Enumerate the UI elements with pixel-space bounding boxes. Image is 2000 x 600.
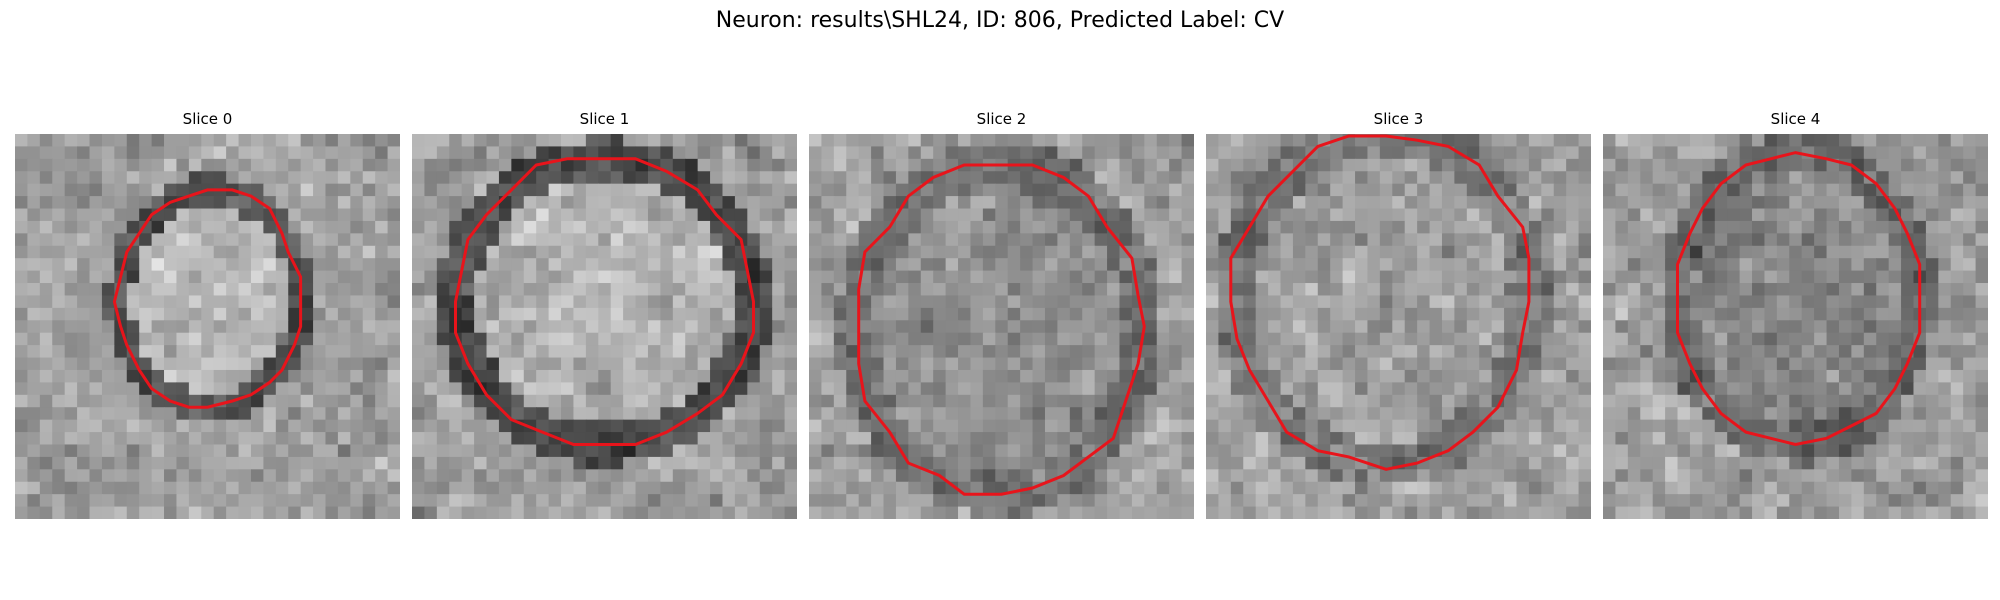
- slice-panel-2: Slice 2: [809, 108, 1194, 519]
- slice-panel-0: Slice 0: [15, 108, 400, 519]
- slice-title: Slice 3: [1373, 110, 1424, 128]
- slice-image-2: [809, 134, 1194, 519]
- contour-outline: [112, 188, 303, 409]
- slice-image-4: [1603, 134, 1988, 519]
- slice-title: Slice 2: [976, 110, 1027, 128]
- slice-image-3: [1206, 134, 1591, 519]
- contour-outline: [1229, 134, 1531, 471]
- slice-panel-3: Slice 3: [1206, 108, 1591, 519]
- slice-title: Slice 1: [579, 110, 630, 128]
- contour-outline: [857, 163, 1146, 496]
- slice-panel-4: Slice 4: [1603, 108, 1988, 519]
- slice-panel-1: Slice 1: [412, 108, 797, 519]
- contour-outline: [1676, 151, 1922, 447]
- slice-title: Slice 0: [182, 110, 233, 128]
- slice-image-1: [412, 134, 797, 519]
- slice-image-0: [15, 134, 400, 519]
- slice-title: Slice 4: [1770, 110, 1821, 128]
- figure-title: Neuron: results\SHL24, ID: 806, Predicte…: [715, 8, 1285, 33]
- contour-outline: [454, 157, 755, 446]
